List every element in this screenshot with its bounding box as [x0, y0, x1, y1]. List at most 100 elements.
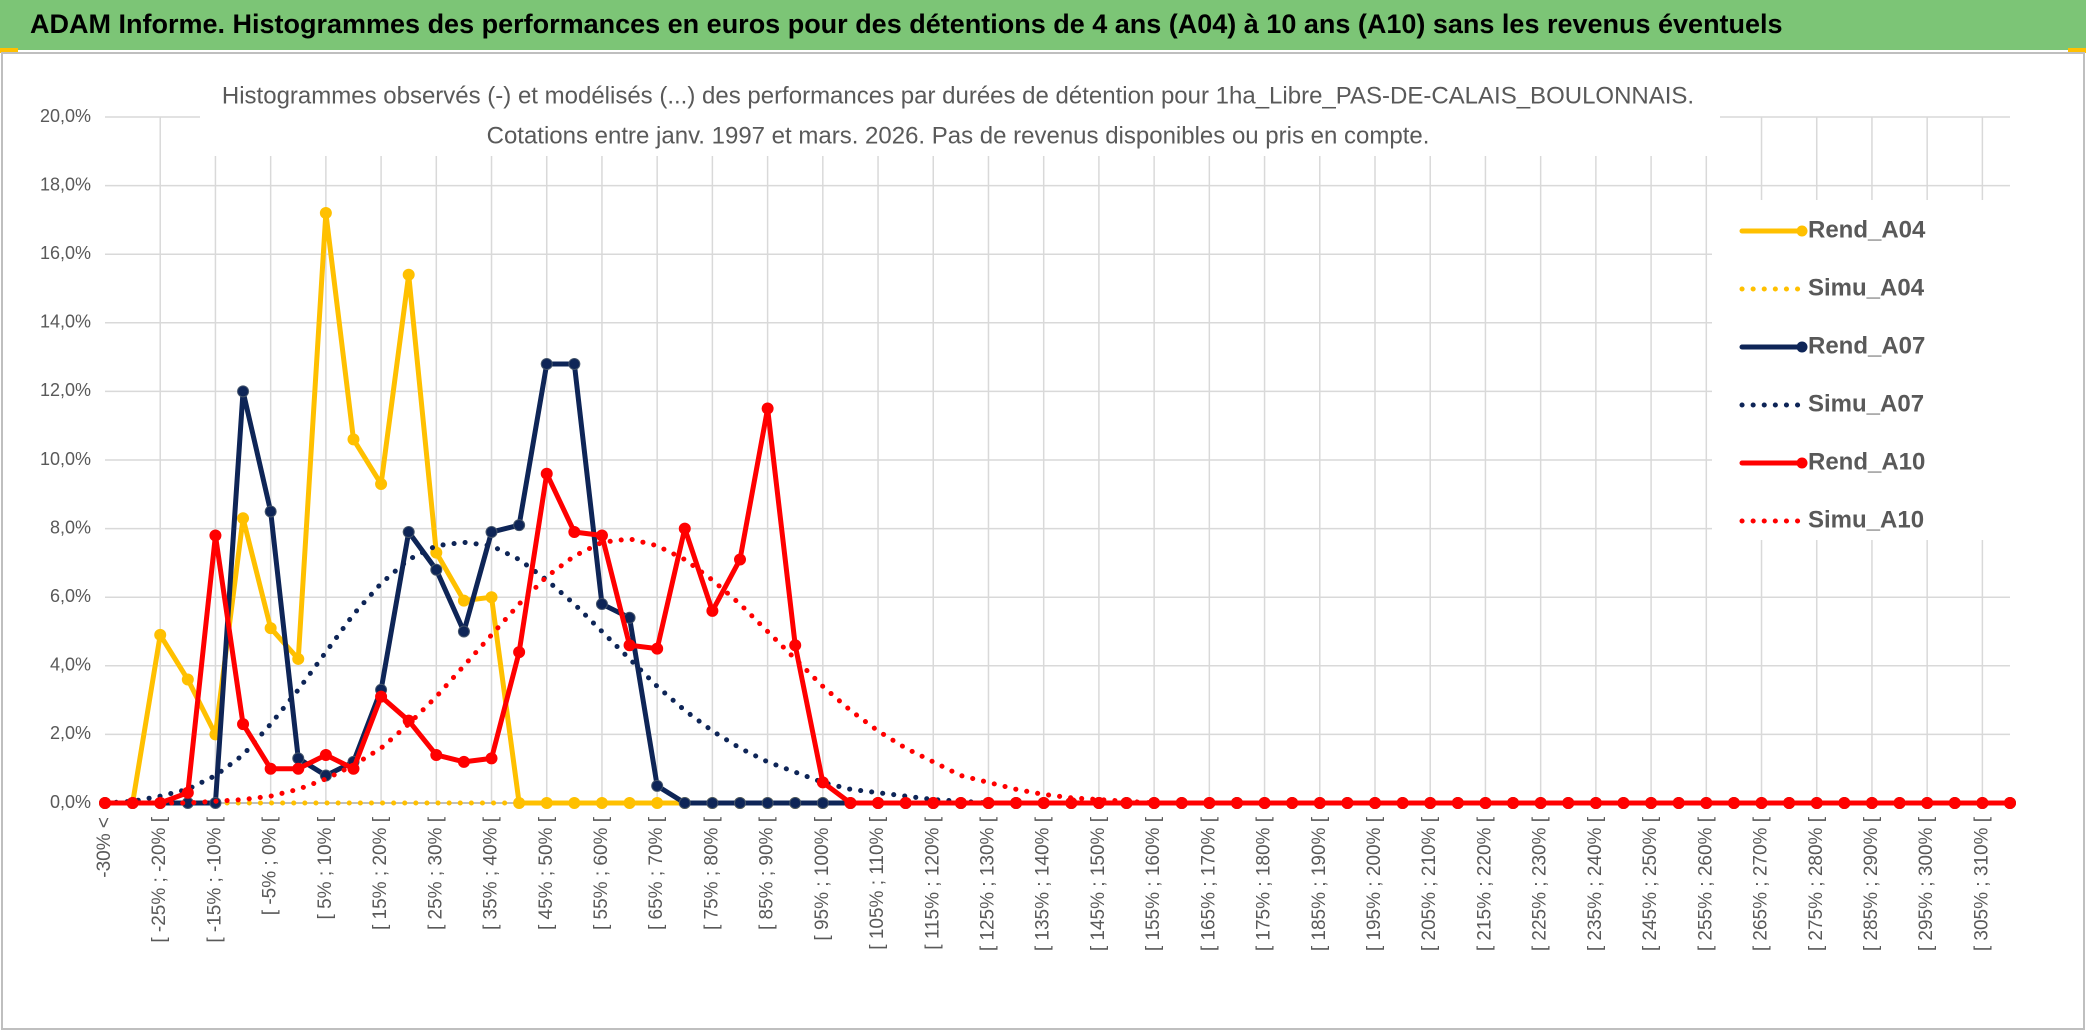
chart-frame [1, 52, 2085, 1030]
point [237, 385, 250, 398]
point [595, 797, 608, 809]
legend-label: Rend_A07 [1808, 332, 1925, 359]
point [623, 797, 636, 809]
point [816, 776, 829, 789]
legend-marker [1796, 341, 1808, 353]
point [402, 268, 415, 281]
point [485, 526, 498, 539]
point [1783, 797, 1796, 809]
point [678, 522, 691, 535]
point [485, 752, 498, 765]
legend: Rend_A04 Simu_A04 Rend_A07 Simu_A07 Rend_A10… [1739, 216, 1926, 533]
x-tick-label: [ 225% ; 230% [ [1530, 816, 1551, 951]
point [2004, 797, 2016, 809]
y-tick-label: 20,0% [40, 106, 91, 126]
x-tick-label: [ 25% ; 30% [ [425, 816, 446, 930]
legend-marker [1796, 457, 1808, 469]
x-tick-label: [ 265% ; 270% [ [1751, 816, 1772, 951]
point [237, 718, 250, 731]
legend-label: Simu_A10 [1808, 506, 1924, 533]
point [154, 628, 167, 641]
point [623, 639, 636, 652]
x-tick-label: [ 75% ; 80% [ [701, 816, 722, 930]
point [651, 797, 664, 809]
point [706, 797, 719, 809]
point [319, 748, 332, 761]
point [1810, 797, 1823, 809]
y-tick-label: 2,0% [50, 723, 91, 743]
point [375, 690, 388, 703]
point [568, 526, 581, 539]
point [761, 402, 774, 415]
point [789, 639, 802, 652]
point [595, 529, 608, 542]
point [982, 797, 995, 809]
y-tick-label: 16,0% [40, 243, 91, 263]
x-tick-label: [ 35% ; 40% [ [481, 816, 502, 930]
legend-bg [1712, 200, 2012, 540]
point [568, 357, 581, 370]
x-tick-label: [ 125% ; 130% [ [977, 816, 998, 951]
x-tick-label: [ -5% ; 0% [ [260, 816, 281, 915]
x-tick-label: [ 155% ; 160% [ [1143, 816, 1164, 951]
series-line [102, 536, 2013, 806]
point [292, 762, 305, 775]
x-tick-label: [ -25% ; -20% [ [149, 816, 170, 942]
y-tick-label: 12,0% [40, 380, 91, 400]
plot [99, 207, 2016, 809]
point [181, 673, 194, 686]
x-tick-label: [ 105% ; 110% [ [867, 816, 888, 949]
legend-marker [1796, 225, 1808, 237]
x-tick-label: [ 85% ; 90% [ [757, 816, 778, 930]
point [954, 797, 967, 809]
point [457, 625, 470, 638]
x-tick-label: [ 295% ; 300% [ [1916, 816, 1937, 951]
y-tick-label: 10,0% [40, 449, 91, 469]
title-bar [0, 0, 2086, 50]
x-tick-label: [ 55% ; 60% [ [591, 816, 612, 930]
point [651, 779, 664, 792]
point [761, 797, 774, 809]
y-tick-label: 4,0% [50, 655, 91, 675]
point [595, 598, 608, 611]
point [513, 646, 526, 659]
corner [0, 48, 18, 53]
x-tick-label: [ 5% ; 10% [ [315, 816, 336, 919]
point [651, 642, 664, 655]
x-tick-label: [ 205% ; 210% [ [1419, 816, 1440, 951]
point [430, 748, 443, 761]
point [209, 529, 222, 542]
point [181, 786, 194, 799]
y-tick-label: 0,0% [50, 792, 91, 812]
x-tick-label: [ 235% ; 240% [ [1585, 816, 1606, 951]
point [678, 797, 691, 809]
point [899, 797, 912, 809]
x-tick-label: [ 185% ; 190% [ [1309, 816, 1330, 951]
legend-label: Rend_A10 [1808, 448, 1925, 475]
point [237, 512, 250, 525]
x-tick-label: [ 305% ; 310% [ [1971, 816, 1992, 951]
point [264, 505, 277, 518]
y-tick-label: 8,0% [50, 517, 91, 537]
point [734, 553, 746, 566]
x-tick-label: [ 195% ; 200% [ [1364, 816, 1385, 951]
point [264, 622, 277, 635]
x-tick-label: [ 65% ; 70% [ [646, 816, 667, 930]
point [540, 467, 553, 480]
point [292, 752, 305, 765]
point [264, 762, 277, 775]
legend-label: Rend_A04 [1808, 216, 1926, 243]
x-tick-label: -30% < [94, 817, 115, 878]
y-tick-label: 6,0% [50, 586, 91, 606]
x-tick-label: [ 255% ; 260% [ [1695, 816, 1716, 951]
point [402, 526, 415, 539]
point [457, 594, 470, 607]
point [457, 755, 470, 768]
subtitle: Histogrammes observés (-) et modélisés (… [222, 82, 1694, 109]
x-tick-label: [ 135% ; 140% [ [1033, 816, 1054, 951]
chart-title: ADAM Informe. Histogrammes des performan… [30, 9, 1783, 39]
point [1755, 797, 1768, 809]
subtitle: Cotations entre janv. 1997 et mars. 2026… [487, 122, 1430, 149]
